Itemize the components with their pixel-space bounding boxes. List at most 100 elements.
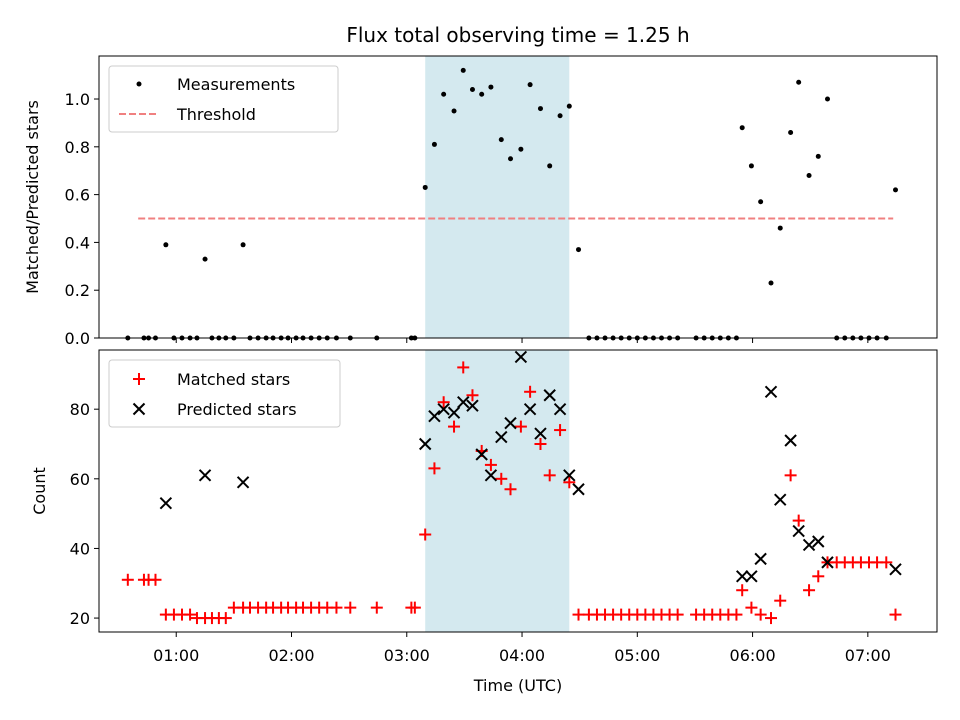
matched-star-point xyxy=(408,601,421,614)
measurement-point xyxy=(893,187,899,193)
legend-plus-glyph xyxy=(133,373,145,385)
matched-star-point xyxy=(745,601,758,614)
matched-star-point xyxy=(514,420,527,433)
matched-star-point xyxy=(121,573,134,586)
bottom-x-tick-label: 03:00 xyxy=(384,646,430,665)
measurement-point xyxy=(202,256,208,262)
bottom-panel: 20 40 60 80 01:00 02:00 03:00 04:00 05:00 06:00 0… xyxy=(30,349,938,695)
bottom-plot-frame xyxy=(98,349,938,633)
matched-star-point xyxy=(504,483,517,496)
predicted-star-point xyxy=(428,409,441,423)
top-y-tick-label: 1.0 xyxy=(65,90,90,109)
measurement-point xyxy=(431,141,437,147)
matched-star-point xyxy=(572,608,585,621)
matched-star-point xyxy=(524,385,537,398)
matched-star-point xyxy=(754,608,767,621)
matched-star-point xyxy=(419,528,432,541)
predicted-star-point xyxy=(792,524,805,538)
matched-star-point xyxy=(889,608,902,621)
matched-star-point xyxy=(554,424,567,437)
legend-label-matched-stars: Matched stars xyxy=(177,370,290,389)
legend-marker-measurements xyxy=(136,81,142,87)
legend-label-threshold: Threshold xyxy=(176,105,256,124)
matched-star-point xyxy=(563,476,576,489)
matched-star-point xyxy=(330,601,343,614)
predicted-star-point xyxy=(543,389,556,402)
measurement-point xyxy=(488,84,494,90)
measurement-point xyxy=(527,82,533,88)
predicted-star-point xyxy=(504,416,517,430)
matched-star-point xyxy=(219,612,232,625)
predicted-star-point xyxy=(735,570,749,583)
matched-star-point xyxy=(784,469,797,482)
top-y-tick-label: 0.4 xyxy=(65,233,90,252)
legend-label-predicted-stars: Predicted stars xyxy=(177,400,297,419)
legend-label-measurements: Measurements xyxy=(177,75,295,94)
top-y-tick-label: 0.0 xyxy=(65,329,90,348)
top-y-tick-label: 0.8 xyxy=(65,138,90,157)
predicted-star-point xyxy=(774,493,787,506)
predicted-star-point xyxy=(457,396,470,409)
bottom-y-tick-label: 20 xyxy=(70,609,90,628)
predicted-star-point xyxy=(523,402,537,416)
measurement-point xyxy=(777,225,783,231)
matched-star-point xyxy=(457,361,470,374)
predicted-star-point xyxy=(563,469,576,482)
measurement-point xyxy=(163,242,169,248)
bottom-x-tick-label: 01:00 xyxy=(153,646,199,665)
measurement-point xyxy=(758,199,764,205)
bottom-y-axis-label: Count xyxy=(30,467,49,515)
measurement-point xyxy=(240,242,246,248)
predicted-star-point xyxy=(754,552,767,566)
predicted-star-point xyxy=(802,538,816,552)
predicted-star-point xyxy=(764,385,778,398)
bottom-y-tick-label: 40 xyxy=(70,539,90,558)
measurement-point xyxy=(748,163,754,169)
matched-star-point xyxy=(428,462,441,475)
predicted-star-point xyxy=(484,469,498,482)
legend-marker-predicted-stars xyxy=(132,402,146,416)
predicted-star-point xyxy=(475,448,488,461)
measurement-point xyxy=(788,129,794,135)
measurement-point xyxy=(460,67,466,73)
measurement-point xyxy=(557,113,563,119)
measurement-point xyxy=(469,86,475,92)
predicted-star-point xyxy=(159,496,173,510)
measurement-point xyxy=(518,146,524,152)
matched-star-point xyxy=(774,594,787,607)
measurement-point xyxy=(815,153,821,159)
predicted-star-point xyxy=(889,563,902,576)
measurement-point xyxy=(576,247,582,253)
predicted-star-point xyxy=(553,402,567,416)
predicted-star-point xyxy=(784,434,797,447)
bottom-y-tick-label: 60 xyxy=(70,470,90,489)
predicted-star-point xyxy=(466,399,479,412)
predicted-star-point xyxy=(419,437,432,451)
legend-marker-matched-stars xyxy=(133,373,145,385)
measurement-point xyxy=(508,156,514,162)
bottom-x-tick-label: 05:00 xyxy=(614,646,660,665)
matched-star-point xyxy=(448,420,461,433)
measurement-point xyxy=(479,91,485,97)
top-y-axis-label: Matched/Predicted stars xyxy=(23,100,42,294)
bottom-y-tick-label: 80 xyxy=(70,400,90,419)
measurement-point xyxy=(768,280,774,286)
matched-star-point xyxy=(812,570,825,583)
top-y-tick-label: 0.6 xyxy=(65,186,90,205)
bottom-x-tick-label: 07:00 xyxy=(845,646,891,665)
matched-star-point xyxy=(792,514,805,527)
predicted-star-point xyxy=(745,570,758,583)
top-legend: Measurements Threshold xyxy=(108,65,339,133)
bottom-x-tick-label: 06:00 xyxy=(730,646,776,665)
measurement-point xyxy=(498,137,504,143)
matched-star-point xyxy=(736,584,749,597)
matched-star-point xyxy=(149,573,162,586)
measurement-point xyxy=(739,125,745,131)
top-observing-span xyxy=(425,56,570,338)
measurement-point xyxy=(824,96,830,102)
matched-star-point xyxy=(484,458,497,471)
matched-star-point xyxy=(437,396,450,409)
measurement-point xyxy=(806,172,812,178)
predicted-star-point xyxy=(812,535,825,548)
